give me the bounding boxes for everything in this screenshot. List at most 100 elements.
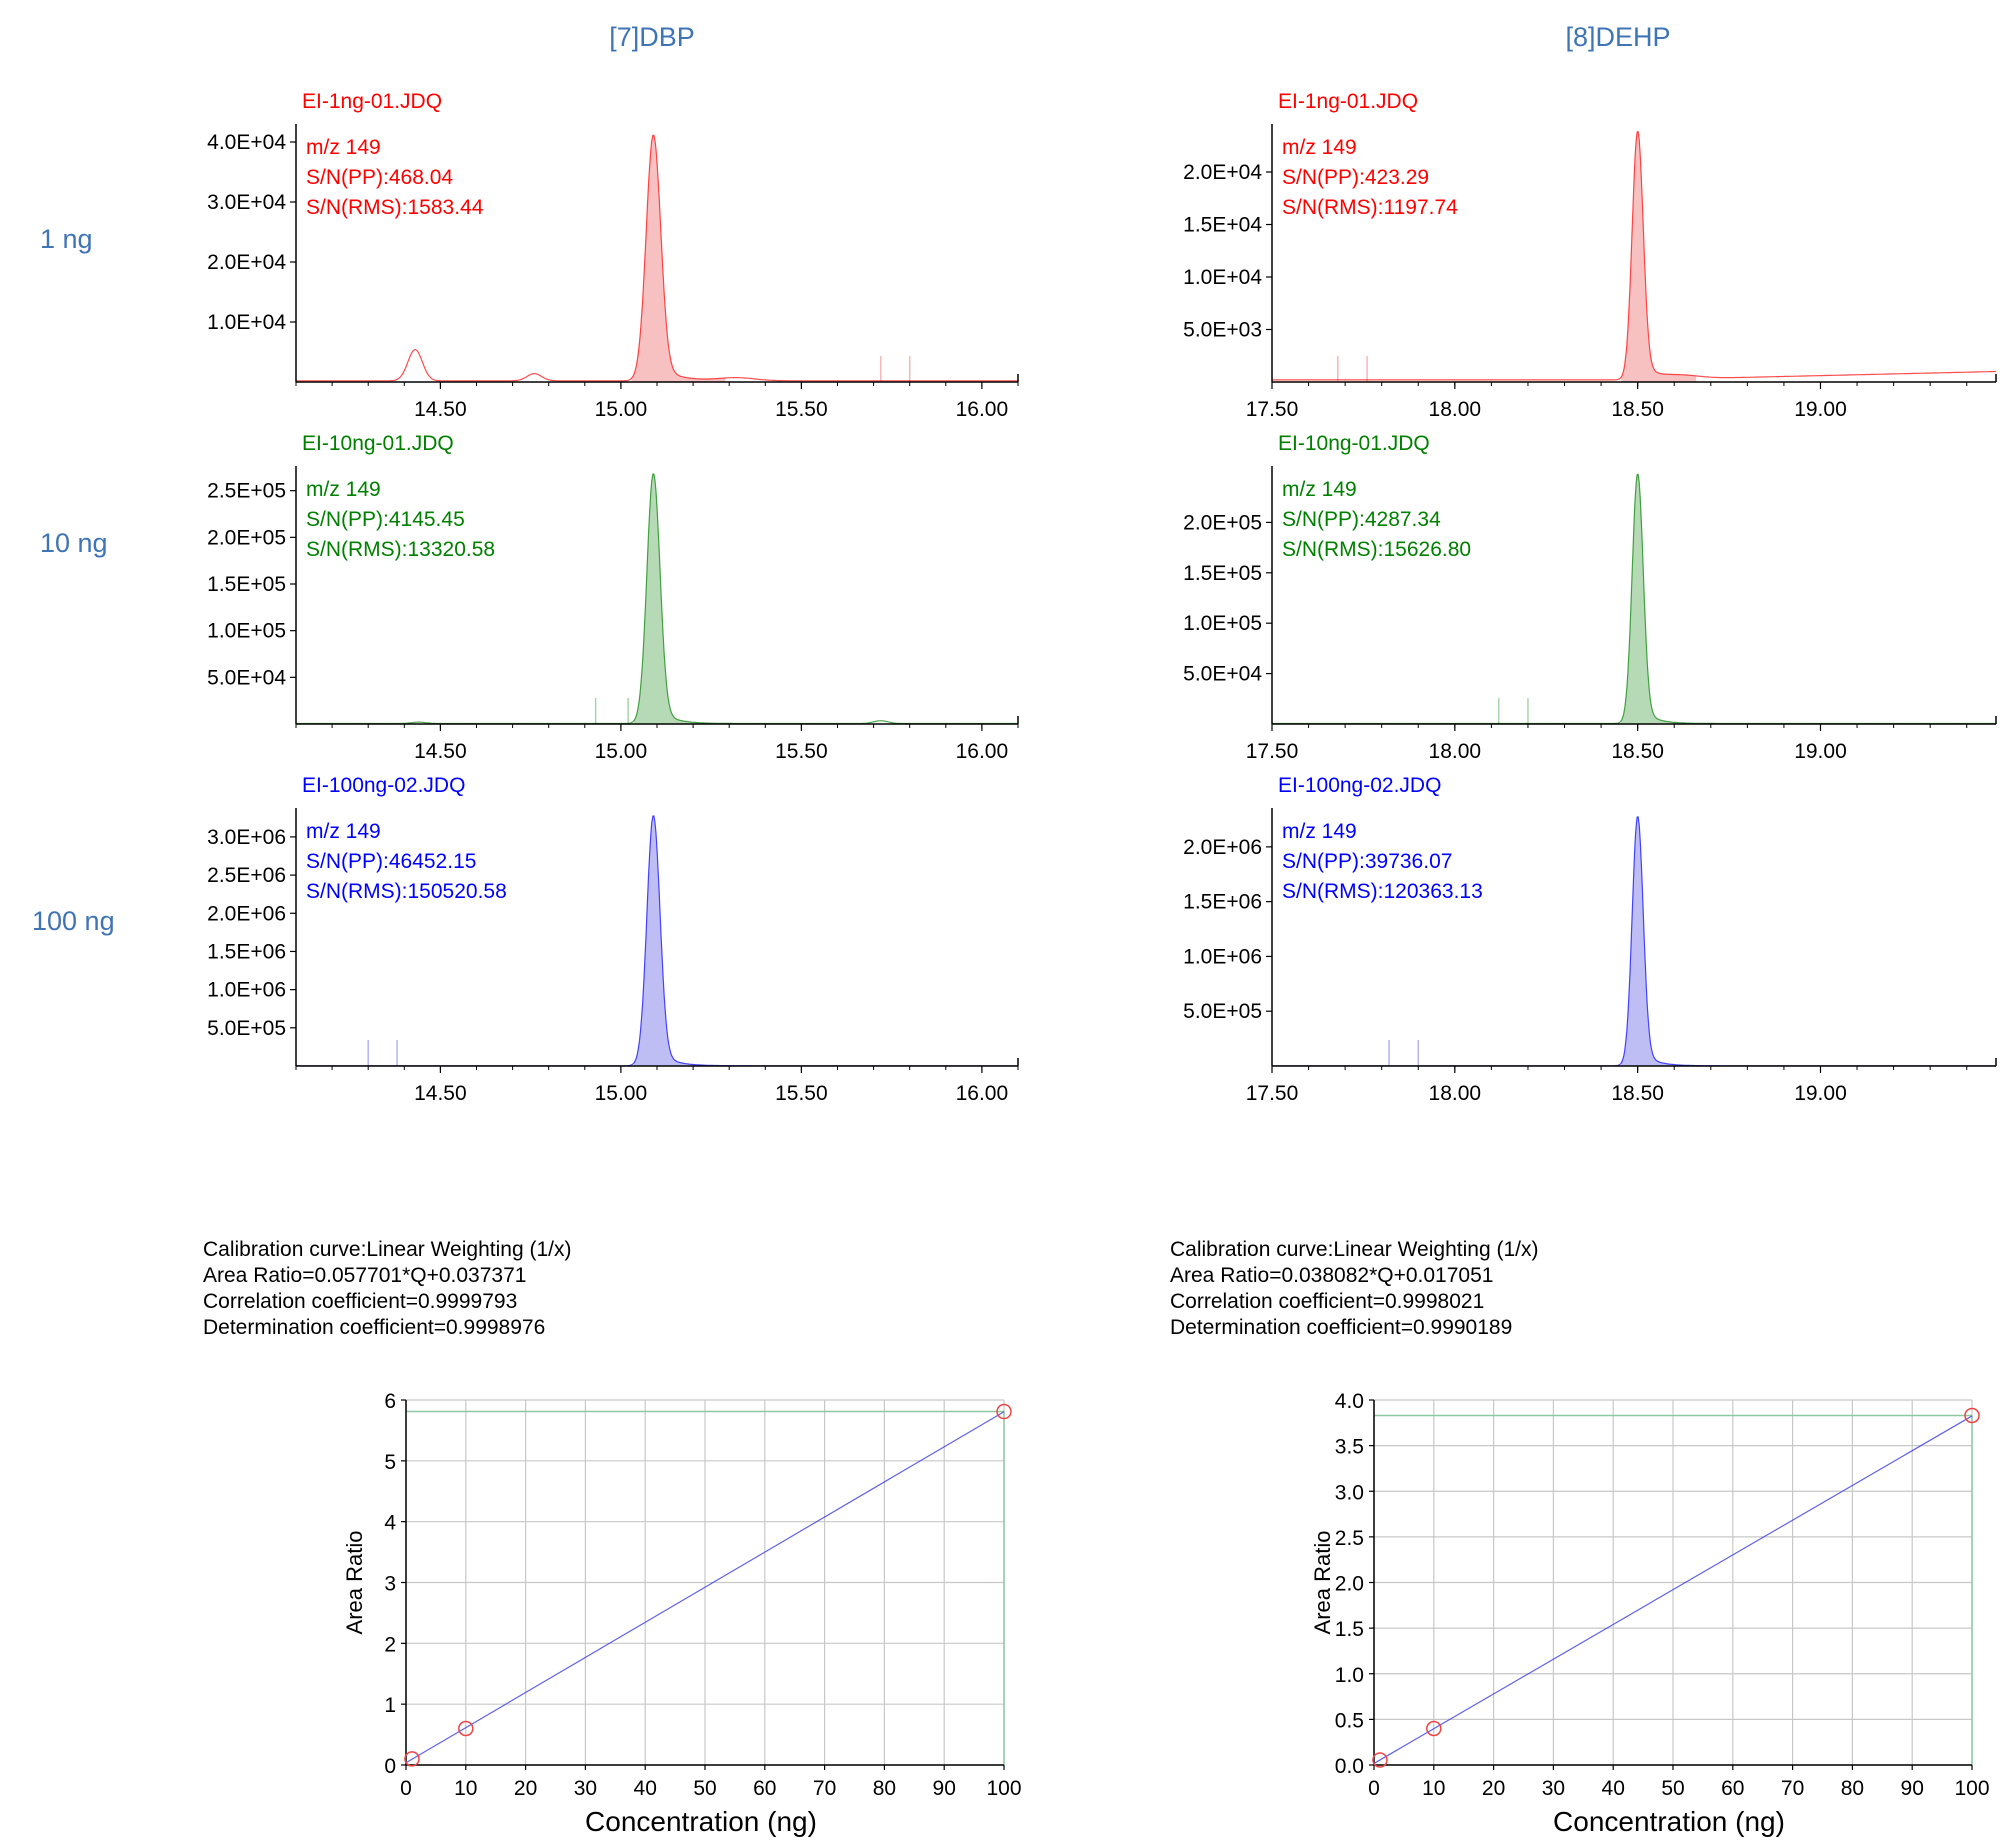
x-tick-label: 30 — [574, 1777, 597, 1800]
sn-rms-label: S/N(RMS):15626.80 — [1282, 538, 1471, 561]
x-tick-label: 19.00 — [1794, 1082, 1847, 1105]
y-tick-label: 5.0E+03 — [1183, 319, 1262, 342]
calibration-line: Correlation coefficient=0.9998021 — [1170, 1290, 1484, 1313]
row-label-1ng: 1 ng — [40, 224, 93, 254]
y-tick-label: 2.0E+06 — [207, 902, 286, 925]
calibration-point — [996, 1403, 1012, 1420]
calibration-line: Area Ratio=0.038082*Q+0.017051 — [1170, 1264, 1493, 1287]
x-tick-label: 70 — [1781, 1777, 1804, 1800]
compound-title-dehp: [8]DEHP — [1565, 22, 1670, 52]
x-tick-label: 15.00 — [595, 1082, 648, 1105]
x-tick-label: 40 — [1602, 1777, 1625, 1800]
y-tick-label: 0.5 — [1335, 1709, 1364, 1732]
y-tick-label: 4.0E+04 — [207, 131, 286, 154]
chromatogram-panel: EI-10ng-01.JDQ m/z 149 S/N(PP):4287.34 S/N(… — [1183, 432, 1997, 763]
peak-area — [631, 134, 726, 382]
y-tick-label: 3.0E+06 — [207, 826, 286, 849]
chromatogram-file-name: EI-100ng-02.JDQ — [302, 774, 465, 797]
fit-line — [1373, 1415, 1973, 1764]
sn-rms-label: S/N(RMS):150520.58 — [306, 880, 507, 903]
y-tick-label: 3.0 — [1335, 1481, 1364, 1504]
x-tick-label: 100 — [1954, 1777, 1989, 1800]
sn-rms-label: S/N(RMS):1583.44 — [306, 196, 484, 219]
y-tick-label: 1.5E+05 — [1183, 562, 1262, 585]
y-tick-label: 5.0E+04 — [207, 666, 286, 689]
x-tick-label: 40 — [634, 1777, 657, 1800]
mz-label: m/z 149 — [1282, 478, 1357, 501]
x-tick-label: 14.50 — [414, 1082, 467, 1105]
y-tick-label: 1.0E+05 — [1183, 612, 1262, 635]
calibration-line: Determination coefficient=0.9990189 — [1170, 1316, 1512, 1339]
mz-label: m/z 149 — [1282, 136, 1357, 159]
x-tick-label: 19.00 — [1794, 740, 1847, 763]
x-tick-label: 19.00 — [1794, 398, 1847, 421]
y-tick-label: 6 — [384, 1390, 396, 1413]
chromatogram-file-name: EI-1ng-01.JDQ — [302, 90, 442, 113]
peak-area — [1621, 130, 1697, 382]
x-tick-label: 16.00 — [956, 1082, 1009, 1105]
y-tick-label: 1.5E+06 — [1183, 891, 1262, 914]
y-tick-label: 4.0 — [1335, 1390, 1364, 1413]
x-tick-label: 90 — [933, 1777, 956, 1800]
y-tick-label: 4 — [384, 1512, 396, 1535]
y-tick-label: 1.0E+04 — [207, 311, 286, 334]
chromatogram-trace — [1272, 130, 1996, 381]
row-label-100ng: 100 ng — [32, 906, 115, 936]
x-tick-label: 100 — [986, 1777, 1021, 1800]
y-tick-label: 5.0E+05 — [207, 1017, 286, 1040]
calibration-point — [1964, 1407, 1980, 1424]
x-tick-label: 80 — [1841, 1777, 1864, 1800]
calibration-point — [1426, 1720, 1442, 1737]
peak-area — [633, 815, 712, 1066]
x-tick-label: 15.50 — [775, 398, 828, 421]
mz-label: m/z 149 — [1282, 820, 1357, 843]
chromatogram-panels: EI-1ng-01.JDQ m/z 149 S/N(PP):468.04 S/N(RM… — [207, 90, 1997, 1105]
calibration-text-dehp: Calibration curve:Linear Weighting (1/x)… — [1170, 1238, 1538, 1339]
x-tick-label: 17.50 — [1246, 398, 1299, 421]
y-tick-label: 1 — [384, 1694, 396, 1717]
y-tick-label: 5.0E+05 — [1183, 1000, 1262, 1023]
x-tick-label: 90 — [1901, 1777, 1924, 1800]
compound-title-dbp: [7]DBP — [609, 22, 695, 52]
y-tick-label: 1.0E+05 — [207, 620, 286, 643]
y-tick-label: 2.0 — [1335, 1573, 1364, 1596]
x-tick-label: 14.50 — [414, 740, 467, 763]
calibration-plot: 0 10 20 30 40 50 60 70 80 90 100 0 1 2 3 4 5 6 Concentrati… — [342, 1390, 1022, 1837]
y-tick-label: 2.0E+05 — [207, 526, 286, 549]
mz-label: m/z 149 — [306, 136, 381, 159]
mz-label: m/z 149 — [306, 478, 381, 501]
x-tick-label: 15.00 — [595, 398, 648, 421]
y-axis-title: Area Ratio — [342, 1531, 367, 1635]
chromatogram-file-name: EI-1ng-01.JDQ — [1278, 90, 1418, 113]
chromatogram-panel: EI-1ng-01.JDQ m/z 149 S/N(PP):468.04 S/N(RM… — [207, 90, 1019, 421]
y-tick-label: 2.0E+05 — [1183, 511, 1262, 534]
sn-pp-label: S/N(PP):4287.34 — [1282, 508, 1441, 531]
x-tick-label: 14.50 — [414, 398, 467, 421]
y-tick-label: 0 — [384, 1755, 396, 1778]
row-label-10ng: 10 ng — [40, 528, 108, 558]
x-axis-title: Concentration (ng) — [1553, 1806, 1785, 1837]
y-tick-label: 0.0 — [1335, 1755, 1364, 1778]
calibration-point — [404, 1751, 420, 1767]
calibration-plot: 0 10 20 30 40 50 60 70 80 90 100 0.0 0.5 1.0 1.5 2.0 2.5… — [1310, 1390, 1990, 1837]
x-tick-label: 18.00 — [1429, 1082, 1482, 1105]
calibration-plots: 0 10 20 30 40 50 60 70 80 90 1000123456Concentrati… — [342, 1390, 1990, 1837]
y-tick-label: 2.0E+04 — [207, 251, 286, 274]
peak-area — [633, 473, 712, 724]
chromatogram-panel: EI-1ng-01.JDQ m/z 149 S/N(PP):423.29 S/N(RM… — [1183, 90, 1997, 421]
fit-line — [405, 1411, 1005, 1764]
calibration-text-dbp: Calibration curve:Linear Weighting (1/x)… — [203, 1238, 571, 1339]
y-tick-label: 1.5E+04 — [1183, 214, 1262, 237]
x-tick-label: 16.00 — [956, 398, 1009, 421]
peak-area — [1621, 473, 1689, 724]
x-tick-label: 30 — [1542, 1777, 1565, 1800]
calibration-point — [1372, 1752, 1388, 1768]
y-tick-label: 2.5E+06 — [207, 864, 286, 887]
chromatogram-panel: EI-10ng-01.JDQ m/z 149 S/N(PP):4145.45 S/N(… — [207, 432, 1019, 763]
x-tick-label: 15.50 — [775, 1082, 828, 1105]
x-tick-label: 50 — [1661, 1777, 1684, 1800]
calibration-line: Determination coefficient=0.9998976 — [203, 1316, 545, 1339]
x-tick-label: 17.50 — [1246, 740, 1299, 763]
y-tick-label: 1.0E+06 — [207, 979, 286, 1002]
